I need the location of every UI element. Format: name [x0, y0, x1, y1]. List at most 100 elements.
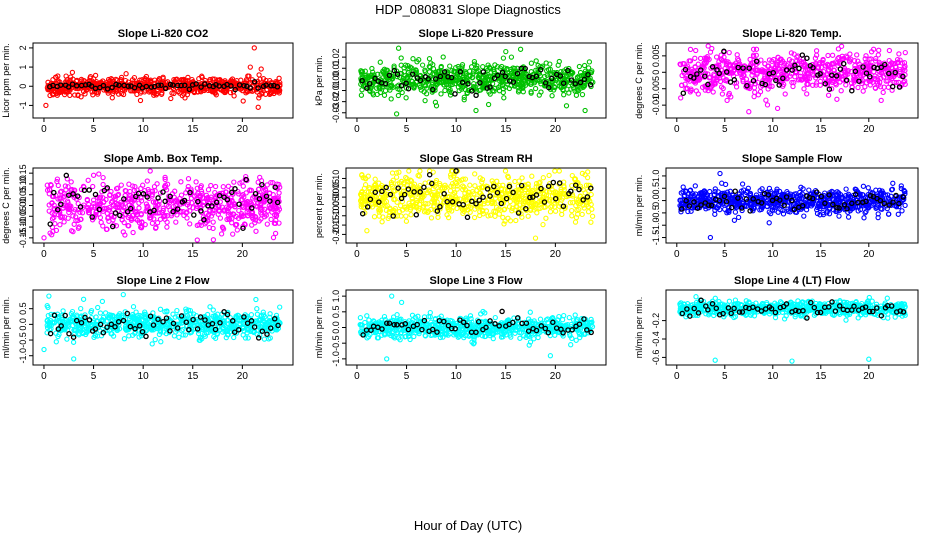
outlier-point: [870, 46, 877, 52]
highlight-point: [268, 82, 274, 89]
data-point: [170, 203, 177, 210]
data-point: [233, 213, 239, 220]
data-point: [699, 74, 705, 80]
data-point: [412, 71, 418, 77]
data-point: [769, 83, 775, 89]
data-point: [502, 206, 508, 212]
data-point: [63, 73, 69, 79]
highlight-point: [167, 193, 173, 200]
data-point: [805, 81, 811, 87]
highlight-point: [804, 55, 810, 61]
data-point: [200, 214, 207, 220]
data-point: [231, 93, 237, 99]
data-point: [766, 220, 772, 226]
highlight-point: [387, 191, 394, 198]
data-point: [480, 211, 486, 217]
data-point: [73, 196, 80, 202]
data-point: [842, 68, 848, 75]
data-point: [254, 306, 260, 312]
data-point: [899, 60, 905, 66]
y-tick-label: 1.0: [651, 170, 661, 183]
data-point: [489, 178, 495, 184]
data-point: [61, 219, 67, 225]
highlight-point: [216, 192, 223, 199]
y-tick-label: -1.5: [651, 230, 661, 246]
highlight-point: [537, 66, 544, 73]
data-point: [136, 220, 143, 226]
highlight-point: [441, 69, 448, 75]
highlight-point: [533, 192, 540, 198]
data-point: [241, 213, 247, 219]
data-point: [196, 193, 203, 199]
highlight-point: [216, 83, 222, 89]
data-point: [865, 185, 871, 191]
data-point: [270, 180, 276, 186]
highlight-point: [140, 191, 147, 197]
data-point: [549, 203, 555, 209]
data-point: [276, 190, 282, 196]
x-tick-label: 10: [451, 124, 463, 135]
data-point: [203, 192, 210, 198]
data-point: [817, 82, 823, 88]
highlight-point: [780, 75, 786, 82]
data-point: [86, 201, 92, 208]
data-point: [788, 50, 795, 56]
data-point: [75, 217, 81, 224]
data-point: [556, 168, 562, 174]
data-point: [564, 74, 570, 80]
data-point: [447, 63, 453, 69]
data-point: [461, 196, 467, 202]
highlight-point: [47, 221, 53, 227]
data-point: [154, 220, 161, 226]
data-point: [378, 182, 385, 189]
x-tick-label: 15: [187, 124, 199, 135]
data-point: [161, 213, 168, 219]
data-point: [181, 76, 187, 83]
data-point: [462, 86, 469, 93]
highlight-point: [391, 67, 398, 74]
outlier-point: [258, 66, 264, 72]
y-axis-label: degrees C per min.: [634, 42, 644, 119]
data-point: [98, 219, 104, 226]
data-point: [459, 62, 466, 68]
y-tick-label: -0.5: [651, 205, 661, 221]
data-point: [118, 182, 124, 188]
highlight-point: [241, 82, 247, 89]
data-point: [848, 56, 854, 62]
data-point: [54, 178, 60, 185]
data-point: [710, 78, 716, 84]
data-point: [429, 199, 435, 205]
data-point: [483, 208, 490, 214]
data-point: [209, 89, 215, 95]
data-point: [450, 183, 457, 189]
data-point: [97, 194, 104, 200]
highlight-point: [867, 73, 873, 80]
data-point: [681, 61, 687, 67]
data-point: [46, 202, 52, 208]
data-point: [389, 76, 396, 82]
data-point: [362, 182, 369, 188]
data-point: [430, 61, 436, 68]
data-point: [165, 198, 171, 204]
data-point: [404, 206, 410, 212]
data-point: [829, 52, 836, 58]
data-point: [465, 192, 471, 198]
data-point: [407, 64, 414, 70]
data-point: [579, 211, 585, 218]
x-tick-label: 10: [138, 371, 150, 382]
data-point: [129, 199, 135, 205]
data-point: [433, 177, 440, 184]
data-point: [749, 72, 755, 78]
data-point: [507, 198, 513, 205]
highlight-point: [796, 65, 802, 72]
data-point: [171, 198, 178, 204]
data-point: [58, 188, 64, 194]
highlight-point: [379, 188, 385, 195]
data-point: [430, 169, 436, 175]
highlight-point: [82, 82, 89, 88]
data-point: [121, 219, 127, 226]
data-point: [753, 46, 760, 52]
data-point: [268, 179, 274, 186]
highlight-point: [155, 195, 161, 201]
highlight-point: [473, 200, 479, 207]
